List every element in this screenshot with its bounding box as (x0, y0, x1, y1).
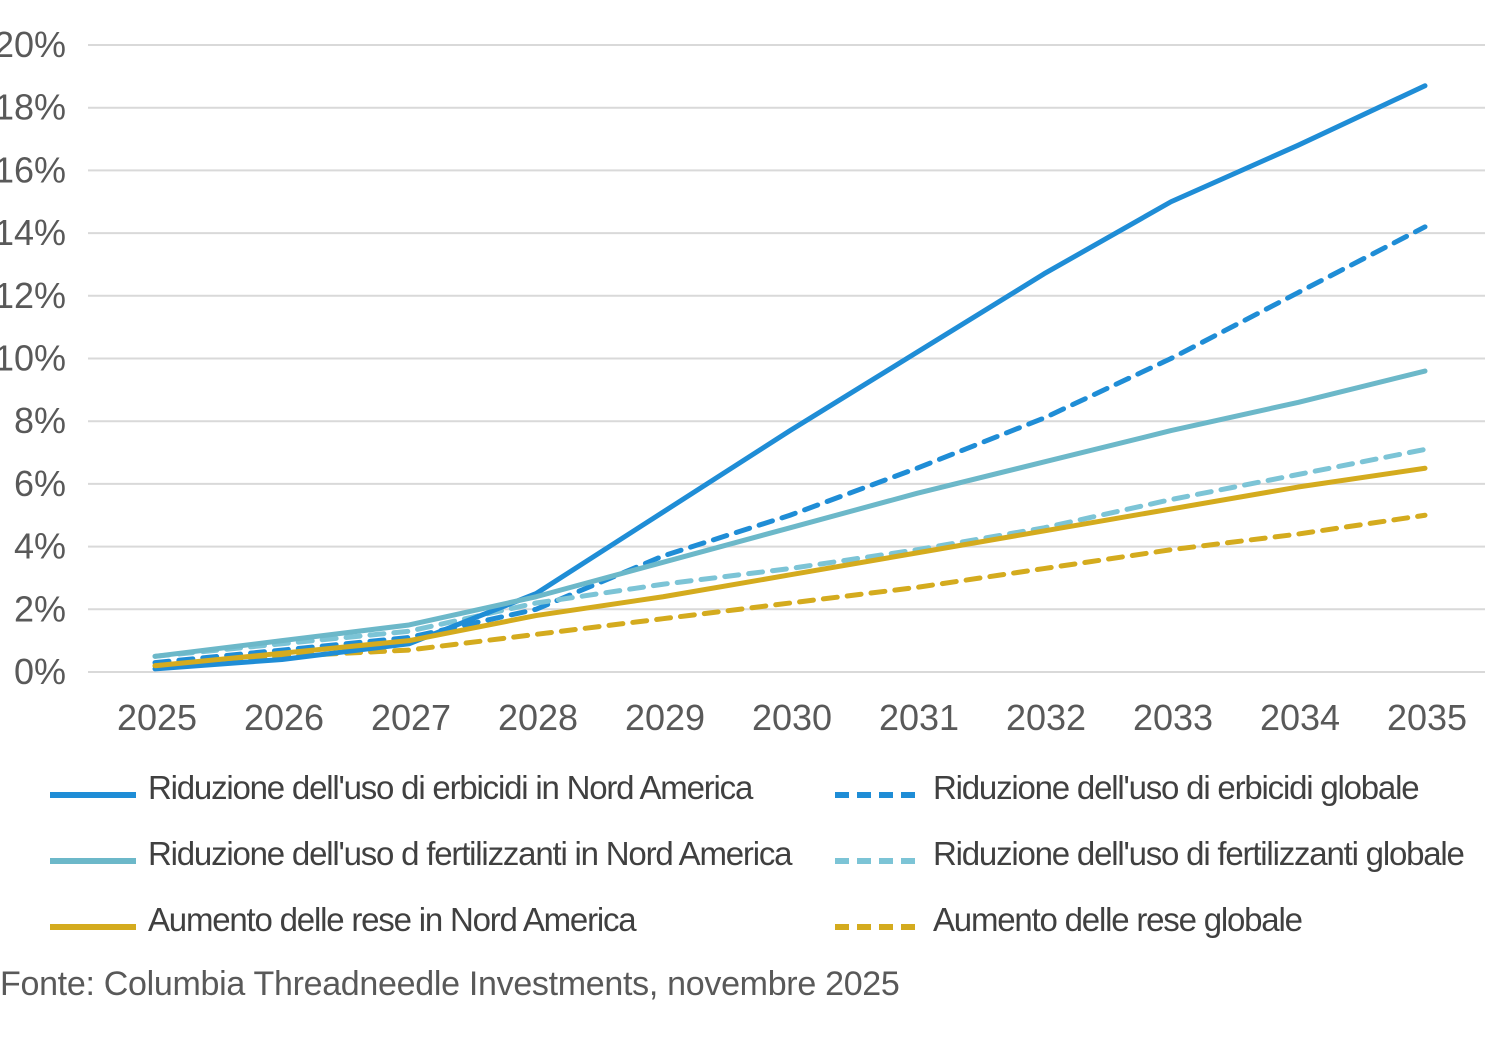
y-tick-label: 2% (14, 588, 66, 629)
series-line (152, 224, 1428, 666)
legend-label: Aumento delle rese in Nord America (148, 901, 637, 938)
legend-item-rese-globale: Aumento delle rese globale (835, 901, 1485, 939)
legend-item-erbicidi-nord-america: Riduzione dell'uso di erbicidi in Nord A… (50, 769, 835, 807)
legend-label: Aumento delle rese globale (933, 901, 1303, 938)
y-tick-label: 0% (14, 651, 66, 692)
legend-swatch (835, 858, 921, 864)
gridlines (88, 44, 1485, 673)
y-axis-ticks: 0% 2% 4% 6% 8% 10% 12% 14% 16% 18% 20% (0, 24, 66, 692)
legend-label: Riduzione dell'uso di erbicidi globale (933, 769, 1420, 806)
x-tick-label: 2031 (879, 697, 959, 738)
y-tick-label: 16% (0, 149, 66, 190)
y-tick-label: 12% (0, 275, 66, 316)
x-tick-label: 2029 (625, 697, 705, 738)
x-tick-label: 2035 (1387, 697, 1467, 738)
line-chart: 0%2%4%6%8%10%12%14%16%18%20% 2025 2026 202… (0, 24, 1485, 738)
series-line (152, 446, 1428, 659)
x-tick-label: 2025 (117, 697, 197, 738)
series-line (152, 512, 1428, 669)
x-tick-label: 2033 (1133, 697, 1213, 738)
x-tick-label: 2034 (1260, 697, 1340, 738)
legend-row: Riduzione dell'uso di erbicidi in Nord A… (50, 755, 1495, 821)
y-tick-label: 4% (14, 526, 66, 567)
legend-swatch (50, 792, 136, 798)
y-tick-label: 14% (0, 212, 66, 253)
series-lines (152, 83, 1428, 672)
legend-swatch (835, 792, 921, 798)
legend-swatch (835, 924, 921, 930)
x-tick-label: 2026 (244, 697, 324, 738)
series-line (152, 368, 1428, 659)
source-note: Fonte: Columbia Threadneedle Investments… (0, 965, 900, 1003)
legend-item-fertilizzanti-globale: Riduzione dell'uso di fertilizzanti glob… (835, 835, 1485, 873)
legend-item-erbicidi-globale: Riduzione dell'uso di erbicidi globale (835, 769, 1485, 807)
y-tick-label: 6% (14, 463, 66, 504)
x-axis-ticks: 2025 2026 2027 2028 2029 2030 2031 2032 2033 2034… (117, 697, 1467, 738)
y-tick-label: 10% (0, 338, 66, 379)
x-tick-label: 2030 (752, 697, 832, 738)
x-tick-label: 2027 (371, 697, 451, 738)
series-line (152, 83, 1428, 672)
series-line (152, 465, 1428, 669)
legend-item-fertilizzanti-nord-america: Riduzione dell'uso d fertilizzanti in No… (50, 835, 835, 873)
x-tick-label: 2028 (498, 697, 578, 738)
legend-label: Riduzione dell'uso d fertilizzanti in No… (148, 835, 792, 872)
x-tick-label: 2032 (1006, 697, 1086, 738)
legend: Riduzione dell'uso di erbicidi in Nord A… (50, 755, 1495, 953)
y-tick-label: 8% (14, 400, 66, 441)
y-tick-label: 18% (0, 87, 66, 128)
legend-row: Riduzione dell'uso d fertilizzanti in No… (50, 821, 1495, 887)
legend-label: Riduzione dell'uso di fertilizzanti glob… (933, 835, 1465, 872)
legend-item-rese-nord-america: Aumento delle rese in Nord America (50, 901, 835, 939)
legend-label: Riduzione dell'uso di erbicidi in Nord A… (148, 769, 753, 806)
legend-row: Aumento delle rese in Nord America Aumen… (50, 887, 1495, 953)
legend-swatch (50, 858, 136, 864)
legend-swatch (50, 924, 136, 930)
y-tick-label: 20% (0, 24, 66, 65)
